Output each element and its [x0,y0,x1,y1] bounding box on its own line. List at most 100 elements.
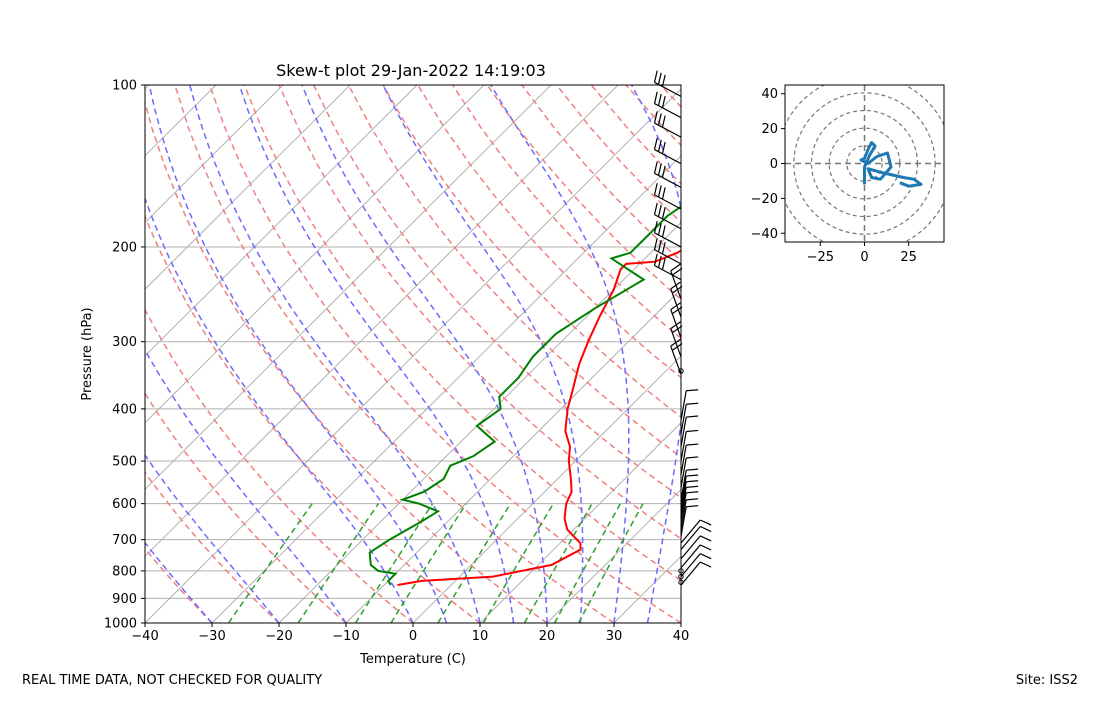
wind-barb-flag [700,554,711,559]
mixing-ratio-line [483,504,553,623]
y-tick-label: 900 [112,592,137,607]
moist-adiabat [115,85,413,623]
wind-barb-flag [655,254,658,266]
wind-barb-flag [658,164,661,176]
x-axis-label: Temperature (C) [359,652,466,667]
wind-barb-flag [686,492,698,493]
wind-barb-flag [700,520,711,525]
temperature-profile-line [398,85,933,585]
wind-barb-flag [655,183,658,195]
dry-adiabat [348,85,949,623]
moist-adiabat [383,85,583,623]
x-tick-label: 10 [472,629,489,644]
y-tick-label: 500 [112,455,137,470]
y-tick-label: 200 [112,240,137,255]
y-tick-label: 1000 [104,617,137,632]
dewpoint-profile-line [370,85,886,585]
wind-barb-flag [686,390,698,391]
y-tick-label: 300 [112,335,137,350]
quality-note: REAL TIME DATA, NOT CHECKED FOR QUALITY [22,673,322,688]
dry-adiabat [0,85,212,623]
wind-barb-flag [658,73,661,85]
wind-barb-flag [662,258,665,270]
wind-barb-flag [686,475,698,476]
dry-adiabat [591,85,1100,623]
hodo-x-tick-label: 25 [900,250,917,265]
y-axis-label: Pressure (hPa) [80,307,95,400]
moist-adiabat [149,85,446,623]
x-tick-label: 30 [606,629,623,644]
hodo-y-tick-label: −40 [751,227,778,242]
wind-barb-flag [700,545,711,550]
hodo-y-tick-label: −20 [751,192,778,207]
dry-adiabat [314,85,882,623]
wind-barb-staff [681,526,700,549]
dry-adiabat [418,85,1083,623]
wind-barb-flag [655,92,658,104]
wind-barb-flag [662,116,665,128]
isotherm-line [0,85,350,623]
wind-barb-staff [655,82,681,96]
hodo-y-tick-label: 0 [770,157,778,172]
wind-barb-flag [655,138,658,150]
y-tick-label: 400 [112,402,137,417]
hodo-y-tick-label: 40 [761,87,778,102]
dry-adiabat [626,85,1100,623]
wind-barb-flag [655,162,658,174]
hodo-x-tick-label: −25 [807,250,834,265]
y-tick-label: 600 [112,497,137,512]
wind-barb-flag [686,469,698,470]
x-tick-label: −10 [332,629,359,644]
isotherm-line [0,85,216,623]
x-tick-label: 40 [673,629,690,644]
wind-barb-flag [700,562,711,567]
wind-barb-flag [686,481,698,482]
y-tick-label: 700 [112,533,137,548]
wind-barb-flag [658,205,661,217]
hodo-x-tick-label: 0 [860,250,868,265]
isotherm-line [346,85,886,623]
x-tick-label: −20 [265,629,292,644]
dry-adiabat [661,85,1100,623]
wind-barb-flag [700,526,711,531]
x-tick-label: 0 [409,629,417,644]
dry-adiabat [557,85,1100,623]
isotherm-line [547,85,1087,623]
isotherm-line [480,85,1020,623]
x-tick-label: −30 [198,629,225,644]
wind-barb-flag [686,486,698,487]
wind-barb-flag [655,203,658,215]
wind-barb-flag [686,499,698,500]
moist-adiabat [190,85,480,623]
y-tick-label: 100 [112,79,137,94]
isotherm-line [212,85,752,623]
dry-adiabat [244,85,748,623]
x-tick-label: 20 [539,629,556,644]
isotherm-line [0,85,417,623]
chart-title: Skew-t plot 29-Jan-2022 14:19:03 [276,61,546,80]
wind-barb-flag [655,71,658,83]
dry-adiabat [1,85,279,623]
wind-barb-flag [658,185,661,197]
hodo-y-tick-label: 20 [761,122,778,137]
wind-barb-flag [662,225,665,237]
wind-barb-flag [700,536,711,541]
site-label: Site: ISS2 [1016,673,1078,688]
wind-barb-flag [662,187,665,199]
mixing-ratio-line [391,504,466,623]
wind-barb-flag [686,457,698,458]
moist-adiabat [491,85,629,623]
wind-barb-flag [658,94,661,106]
wind-barb-flag [686,430,698,431]
isotherm-line [279,85,819,623]
wind-barb-flag [686,506,698,507]
wind-barb-staff [655,123,681,137]
moist-adiabat [0,85,212,623]
wind-barb-flag [686,416,698,417]
y-tick-label: 800 [112,564,137,579]
skewt-profiles [370,85,933,585]
wind-barb-flag [662,207,665,219]
mixing-ratio-line [438,504,511,623]
